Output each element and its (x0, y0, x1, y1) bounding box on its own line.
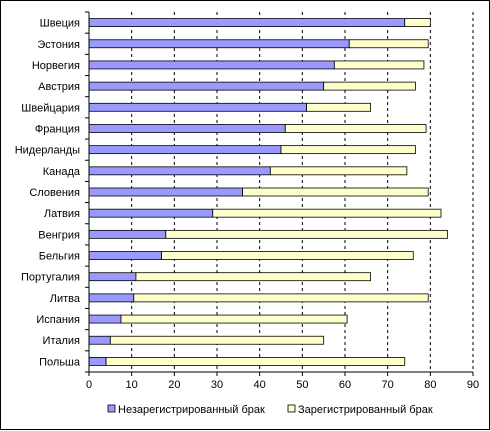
legend-label-unregistered: Незарегистрированный брак (118, 404, 265, 416)
legend-swatch-registered (287, 404, 296, 413)
bar-segment-registered (404, 18, 431, 27)
bar-segment-registered (165, 229, 448, 239)
bar-segment-unregistered (88, 187, 244, 197)
bar-segment-unregistered (88, 124, 286, 133)
category-label: Польша (39, 356, 81, 368)
bar-segment-registered (306, 102, 372, 112)
bar-segment-registered (269, 166, 408, 176)
x-tick-label: 80 (424, 379, 436, 391)
bar-segment-unregistered (88, 208, 214, 218)
category-label: Швеция (40, 18, 80, 30)
x-tick-label: 50 (296, 379, 308, 391)
category-label: Бельгия (39, 251, 80, 263)
bar-segment-registered (120, 314, 348, 324)
bar-segment-unregistered (88, 145, 282, 155)
x-tick-label: 60 (339, 379, 351, 391)
category-label: Латвия (44, 208, 80, 220)
x-tick-label: 30 (211, 379, 223, 391)
category-labels: Швеция Эстония Норвегия Австрия Швейцария Фра… (15, 18, 81, 369)
category-label: Португалия (21, 272, 80, 284)
category-label: Канада (43, 166, 81, 178)
bar-segment-registered (333, 60, 425, 70)
bar-segment-unregistered (88, 314, 122, 324)
bar-segment-registered (280, 145, 416, 155)
bar-segment-registered (284, 124, 427, 133)
bar-segment-unregistered (88, 272, 137, 282)
bar-segment-registered (348, 39, 429, 49)
category-label: Венгрия (38, 229, 80, 241)
bar-segment-unregistered (88, 293, 135, 303)
category-label: Словения (29, 187, 80, 199)
bar-segment-registered (242, 187, 429, 197)
bar-segment-unregistered (88, 102, 308, 112)
bar-segment-unregistered (88, 39, 350, 49)
bar-segment-registered (135, 272, 372, 282)
x-tick-label: 70 (382, 379, 394, 391)
bar-segment-unregistered (88, 357, 107, 366)
category-label: Норвегия (32, 60, 80, 72)
bar-segment-unregistered (88, 335, 111, 345)
category-label: Италия (43, 335, 81, 347)
x-tick-labels: 0 10 20 30 40 50 60 70 80 90 (86, 379, 479, 391)
bar-segment-unregistered (88, 81, 325, 91)
x-tick-label: 20 (168, 379, 180, 391)
x-tick-label: 10 (126, 379, 138, 391)
bar-segment-unregistered (88, 229, 167, 239)
bar-segment-registered (161, 251, 414, 260)
category-label: Австрия (38, 81, 80, 93)
category-label: Швейцария (21, 102, 80, 114)
category-label: Нидерланды (15, 145, 80, 157)
axes (85, 11, 474, 376)
bar-segment-unregistered (88, 166, 271, 176)
bars (88, 18, 448, 366)
x-tick-label: 0 (86, 379, 92, 391)
bar-segment-registered (212, 208, 442, 218)
x-tick-label: 90 (467, 379, 479, 391)
bar-segment-registered (323, 81, 416, 91)
category-label: Испания (36, 314, 80, 326)
category-label: Франция (35, 123, 80, 135)
legend-label-registered: Зарегистрированный брак (298, 404, 433, 416)
bar-segment-registered (133, 293, 429, 303)
bar-segment-unregistered (88, 18, 406, 27)
category-label: Эстония (37, 39, 80, 51)
legend: Незарегистрированный брак Зарегистрирован… (107, 404, 433, 416)
category-label: Литва (50, 293, 81, 305)
bar-segment-unregistered (88, 60, 335, 70)
bar-segment-registered (105, 357, 406, 366)
bar-segment-registered (109, 335, 325, 345)
bar-segment-unregistered (88, 251, 162, 260)
legend-swatch-unregistered (107, 404, 116, 413)
x-tick-label: 40 (254, 379, 266, 391)
